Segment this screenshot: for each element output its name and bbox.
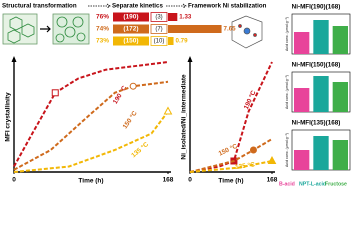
ring [21,23,35,38]
legend-label: B-acid [279,181,295,187]
graphical-abstract: Structural transformation Separate kineti… [2,3,351,187]
rate-bar [168,25,222,33]
temperature: (172) [123,26,138,33]
time: (3) [155,15,162,21]
series-line [13,110,169,173]
axis [13,58,171,173]
x-tick-label: 168 [267,177,278,184]
ring [56,16,68,28]
temperature: (150) [123,38,138,45]
section-label: Structural transformation [2,3,77,10]
series-line [13,80,169,171]
rate-label: 1.33 [179,14,192,21]
time: (10) [154,39,165,45]
x-axis-label: Time (h) [218,178,243,185]
oxygen [238,24,242,28]
bar [332,140,348,170]
bar [313,20,329,54]
bar [313,136,329,170]
marker [163,106,173,115]
temperature: (190) [123,14,138,21]
series-line [189,61,273,173]
marker [129,82,137,90]
rate-label: 0.79 [176,38,189,45]
panel-title: Ni-MFI(150)(168) [292,62,341,69]
bar [294,88,310,112]
x-tick-label: 0 [188,177,192,184]
crystallinity: 73% [96,38,109,45]
ni-site-illustration [231,15,263,49]
axis [189,58,275,173]
section-label: Framework Ni stabilization [188,3,267,10]
oxygen [253,33,257,37]
ring [55,33,65,43]
series-label: 150 °C [121,109,139,130]
panel-title: Ni-MFI(190)(168) [292,4,341,11]
bar [294,32,310,54]
structure-illustration [2,13,90,45]
section-label: Separate kinetics [112,3,163,10]
ring [7,29,21,44]
time-box [150,12,168,22]
marker [249,146,257,154]
series-label: 135 °C [235,160,256,171]
time: (7) [155,27,162,33]
rate-bar [168,37,174,45]
bar [294,150,310,170]
legend-label: NPT-L-acid [299,181,326,187]
temperature-box [113,12,149,22]
legend-label: Fructose [325,181,347,187]
arrow [40,25,51,33]
axis-arrow [187,56,193,62]
series-line [189,160,273,173]
ring [76,32,86,42]
bar [332,26,348,54]
marker [51,89,59,97]
y-axis-label: Acid conc. (μmol g⁻¹) [285,17,289,51]
y-axis-label: MFI crystallinity [5,92,12,142]
crystallinity: 76% [96,14,109,21]
crystallinity: 74% [96,26,109,33]
ni-atom [243,27,251,35]
rate-bar [168,13,178,21]
bar [313,76,329,112]
bar [332,82,348,112]
series-label: 190 °C [111,84,129,105]
series-line [189,138,273,173]
time-box [150,24,168,34]
y-axis-label: Acid conc. (μmol g⁻¹) [285,133,289,167]
mfi-framework [52,13,90,45]
cage [231,15,263,49]
series-label: 190 °C [242,89,258,111]
temperature-box [113,24,149,34]
series-line [13,61,169,167]
y-axis-label: Acid conc. (μmol g⁻¹) [285,75,289,109]
marker [267,155,277,164]
dotted-arrow [88,3,111,9]
temperature-box [113,36,149,46]
time-box [150,36,168,46]
dotted-arrow [166,3,187,9]
rate-label: 7.65 [224,26,237,33]
y-axis-label: Ni_isolated/Ni_intermediate [181,74,188,160]
x-axis-label: Time (h) [78,178,103,185]
ring [64,26,76,38]
ring [72,16,84,28]
axis-arrow [11,56,17,62]
x-tick-label: 0 [12,177,16,184]
x-tick-label: 168 [163,177,174,184]
panel-title: Ni-MFI(135)(168) [292,120,341,127]
